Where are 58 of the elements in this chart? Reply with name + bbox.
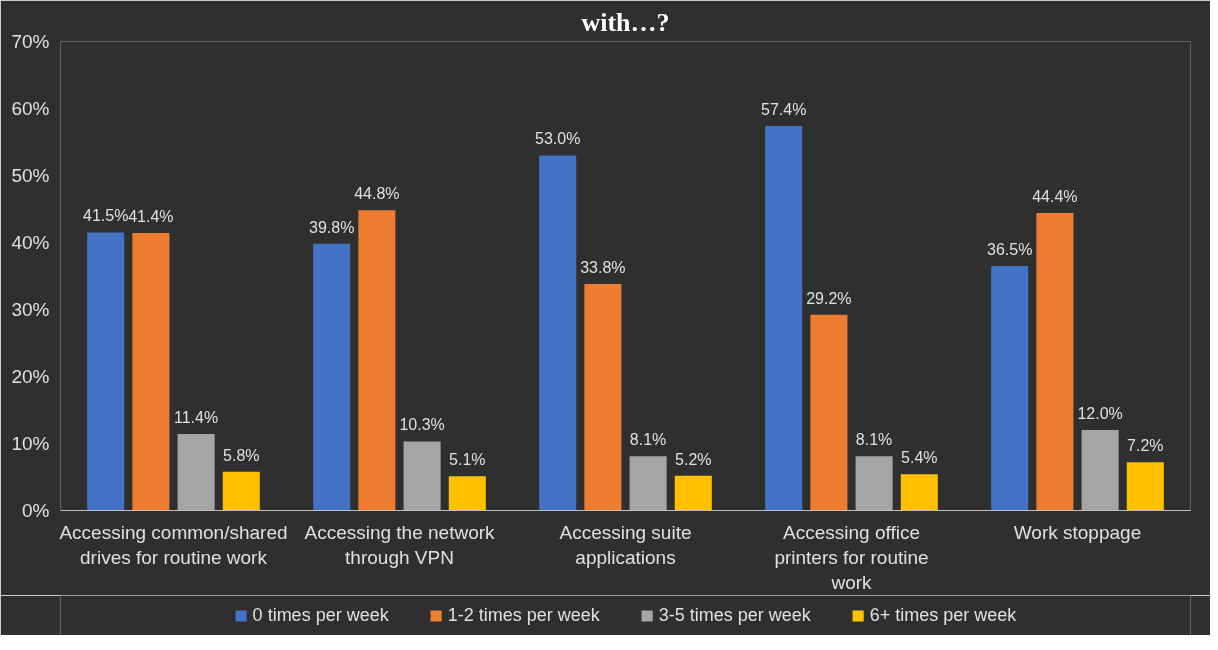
bar — [539, 155, 577, 511]
y-tick-label: 60% — [11, 98, 50, 119]
bar — [629, 456, 667, 511]
data-label: 8.1% — [629, 431, 667, 449]
bar — [313, 243, 351, 511]
y-tick-label: 70% — [11, 31, 50, 52]
y-tick-label: 30% — [11, 299, 50, 320]
y-tick-label: 20% — [11, 366, 50, 387]
data-label: 8.1% — [855, 431, 893, 449]
legend-label: 1-2 times per week — [447, 604, 600, 626]
y-tick-label: 50% — [11, 165, 50, 186]
data-label: 41.4% — [128, 208, 174, 226]
y-tick-label: 10% — [11, 433, 50, 454]
data-label: 5.8% — [223, 446, 260, 464]
data-label: 29.2% — [806, 289, 852, 307]
bar — [132, 233, 170, 511]
bar — [584, 284, 622, 511]
bar — [1081, 430, 1119, 511]
bar — [177, 434, 215, 511]
data-label: 36.5% — [987, 240, 1033, 258]
data-label: 7.2% — [1127, 437, 1164, 455]
data-label: 39.8% — [309, 218, 355, 236]
data-label: 44.8% — [354, 185, 400, 203]
data-label: 5.1% — [449, 451, 486, 469]
data-label: 57.4% — [761, 100, 807, 118]
data-label: 10.3% — [399, 416, 445, 434]
y-tick-label: 0% — [22, 500, 50, 521]
x-tick-label: Accessing common/shared drives for routine work — [59, 521, 288, 568]
bar — [900, 474, 938, 511]
legend-label: 6+ times per week — [869, 604, 1017, 626]
data-label: 53.0% — [535, 130, 581, 148]
bar — [222, 471, 260, 511]
data-label: 11.4% — [174, 409, 219, 427]
data-label: 5.2% — [675, 450, 712, 468]
bar — [855, 456, 893, 511]
y-tick-label: 40% — [11, 232, 50, 253]
x-tick-label: Accessing office printers for routine work — [774, 521, 929, 593]
bar — [1126, 462, 1164, 511]
x-tick-label: Accessing suite applications — [559, 521, 692, 568]
x-tick-label: Work stoppage — [1013, 521, 1142, 543]
legend-label: 3-5 times per week — [658, 604, 811, 626]
data-label: 44.4% — [1032, 187, 1078, 205]
bar — [358, 210, 396, 511]
bar — [765, 125, 803, 511]
bar — [674, 475, 712, 511]
data-label: 33.8% — [580, 259, 626, 276]
bar — [991, 265, 1029, 511]
data-label: 12.0% — [1077, 405, 1123, 423]
bar — [810, 314, 848, 511]
bar — [1036, 213, 1074, 511]
x-tick-label: Accessing the network through VPN — [304, 521, 496, 568]
chart-title: with…? — [581, 7, 670, 37]
bar — [87, 232, 125, 511]
data-label: 41.5% — [83, 207, 129, 225]
data-label: 5.4% — [901, 449, 938, 467]
bar — [403, 441, 441, 511]
legend-label: 0 times per week — [252, 604, 389, 626]
bar — [448, 476, 486, 511]
